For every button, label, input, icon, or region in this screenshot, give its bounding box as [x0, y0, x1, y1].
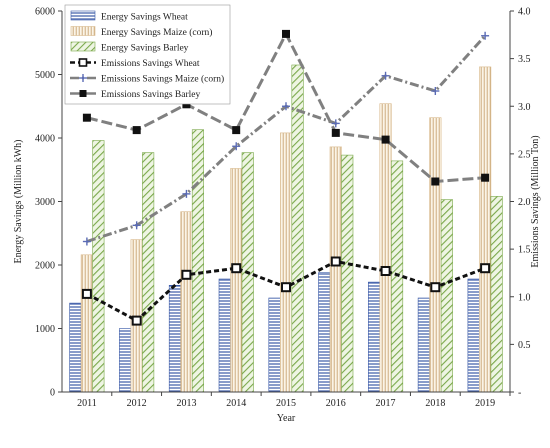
bar-hlines-2017 [367, 281, 381, 393]
y-axis-title: Energy Savings (Million kWh) [13, 140, 24, 264]
bar-vlines-2019 [479, 66, 492, 393]
marker-square-filled-2014 [232, 126, 241, 135]
marker-plus-2015 [282, 102, 290, 111]
marker-square-open-2013 [181, 269, 192, 280]
marker-plus-2012 [132, 221, 141, 230]
marker-plus-2019 [481, 31, 490, 40]
marker-square-filled-2011 [82, 113, 91, 122]
marker-square-open-2015 [281, 282, 291, 293]
legend-entry-label: Energy Savings Maize (corn) [101, 27, 212, 38]
bar-vlines-2015 [279, 132, 293, 393]
marker-plus-2011 [82, 237, 91, 246]
bar-vlines-2014 [230, 168, 243, 393]
bar-diag-2017 [390, 160, 404, 393]
axes-layer: 0 1000 2000 3000 4000 5000 6000 - 0.5 1.0 1.5 2.0 2.… [13, 7, 541, 425]
y2-tick-label: 0.5 [518, 340, 531, 351]
bar-hlines-2011 [69, 302, 82, 393]
legend-swatch-3-marker [78, 58, 88, 67]
bar-hlines-2018 [417, 297, 430, 393]
bar-hlines-2013 [168, 284, 181, 393]
y2-tick-label: 2.5 [518, 149, 531, 160]
marker-square-filled-2012 [132, 126, 141, 135]
marker-square-open-2018 [430, 282, 441, 293]
y2-tick-label: - [518, 388, 521, 399]
bar-hlines-2016 [318, 272, 331, 393]
lines-layer [81, 29, 491, 326]
x-tick-label: 2015 [276, 398, 296, 409]
y-tick-label: 4000 [35, 134, 55, 145]
bar-vlines-2013 [180, 211, 193, 393]
marker-square-filled-2019 [481, 173, 490, 182]
legend-entry-label: Emissions Savings Wheat [101, 59, 200, 69]
bar-diag-2012 [142, 152, 155, 393]
y-tick-label: 0 [50, 388, 55, 399]
marker-square-open-2016 [330, 256, 341, 267]
y-tick-label: 3000 [35, 197, 55, 208]
x-axis-title: Year [277, 413, 296, 424]
y2-tick-label: 1.5 [518, 245, 531, 256]
marker-square-open-2014 [231, 263, 242, 274]
bars-layer [69, 64, 503, 393]
legend-swatch-0 [70, 10, 96, 21]
y2-tick-label: 2.0 [518, 197, 531, 208]
marker-square-open-2017 [380, 266, 391, 276]
marker-square-filled-2013 [182, 100, 191, 109]
legend-box [64, 4, 231, 105]
bar-vlines-2011 [80, 254, 93, 393]
bar-vlines-2018 [429, 117, 442, 393]
marker-square-filled-2017 [381, 135, 390, 144]
marker-plus-2018 [431, 87, 440, 96]
x-tick-label: 2018 [425, 398, 445, 409]
bar-hlines-2015 [268, 297, 281, 393]
bar-hlines-2019 [467, 278, 480, 393]
bar-diag-2015 [291, 64, 304, 393]
bar-diag-2013 [191, 129, 204, 393]
marker-square-filled-2016 [331, 128, 340, 137]
x-tick-label: 2014 [226, 398, 246, 409]
x-tick-label: 2019 [475, 398, 495, 409]
bar-hlines-2014 [218, 278, 231, 393]
bar-vlines-2016 [329, 146, 342, 393]
legend-entry-label: Energy Savings Barley [101, 44, 189, 54]
bar-diag-2018 [440, 199, 453, 393]
marker-square-open-2019 [480, 263, 491, 274]
x-tick-label: 2012 [127, 398, 147, 409]
bar-hlines-2012 [119, 328, 132, 393]
marker-square-open-2011 [81, 288, 92, 299]
bar-diag-2011 [92, 140, 105, 393]
marker-plus-2016 [331, 119, 340, 128]
x-tick-label: 2017 [376, 398, 396, 409]
bar-diag-2019 [490, 196, 503, 393]
marker-square-filled-2015 [282, 29, 290, 38]
x-tick-label: 2011 [77, 398, 97, 409]
y2-axis-title: Emissions Savings (Million Ton) [530, 135, 541, 267]
legend-swatch-2 [70, 41, 96, 52]
bar-diag-2016 [341, 154, 354, 393]
legend-entry-label: Emissions Savings Maize (corn) [101, 74, 224, 85]
marker-plus-2017 [381, 71, 390, 80]
legend: Energy Savings Wheat Energy Savings Maize… [64, 4, 231, 105]
bar-vlines-2017 [379, 103, 392, 393]
marker-square-filled-2018 [431, 177, 440, 186]
y2-tick-label: 1.0 [518, 292, 531, 303]
x-tick-label: 2016 [326, 398, 346, 409]
marker-square-open-2012 [131, 315, 142, 326]
y-tick-label: 1000 [35, 324, 55, 335]
marker-plus-2014 [232, 142, 241, 151]
x-tick-label: 2013 [176, 398, 196, 409]
y-tick-label: 2000 [35, 261, 55, 272]
y2-tick-label: 4.0 [518, 7, 531, 18]
y2-tick-label: 3.5 [518, 54, 531, 65]
legend-swatch-5-marker [79, 90, 87, 97]
legend-entry-label: Emissions Savings Barley [101, 90, 200, 100]
legend-entry-label: Energy Savings Wheat [101, 13, 188, 23]
y-tick-label: 5000 [35, 70, 55, 81]
marker-plus-2013 [182, 189, 191, 198]
y-tick-label: 6000 [35, 7, 55, 18]
legend-swatch-1 [70, 26, 96, 36]
y2-tick-label: 3.0 [518, 102, 531, 113]
